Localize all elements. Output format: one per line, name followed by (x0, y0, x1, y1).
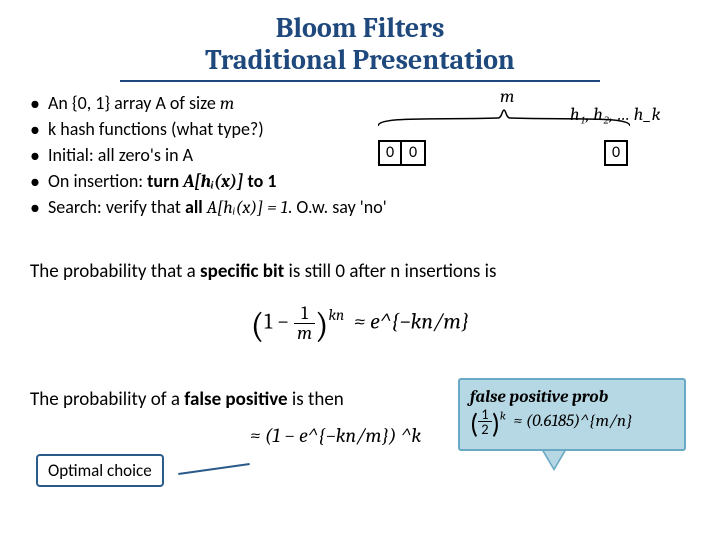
callout-rhs: ≈ (0.6185)^{m/n} (513, 412, 632, 431)
bullet-1-var: m (220, 93, 234, 114)
title-line-2: Traditional Presentation (205, 44, 515, 76)
f1-exp: kn (328, 306, 344, 324)
callout-den: 2 (478, 422, 491, 436)
bullet-4-post: to 1 (243, 170, 276, 192)
bullet-2-text: k hash functions (what type?) (48, 118, 264, 140)
slide-title: Bloom Filters Traditional Presentation (120, 0, 600, 82)
f1-left: 1 − (264, 308, 289, 334)
prob-line1-bold: specific bit (200, 260, 284, 283)
optimal-choice-box: Optimal choice (36, 454, 164, 487)
f1-num: 1 (294, 304, 315, 324)
bullet-4: On insertion: turn A[hᵢ(x)] to 1 (30, 170, 690, 192)
f1-rhs: ≈ e^{−kn/m} (354, 308, 469, 334)
bullet-3-text: Initial: all zero's in A (48, 144, 193, 166)
bit-array: 0 0 (378, 140, 426, 166)
curly-brace (378, 108, 630, 126)
callout-exp: k (500, 408, 506, 422)
optimal-label: Optimal choice (48, 460, 152, 481)
optimal-connector (178, 463, 250, 475)
m-label: m (500, 86, 514, 107)
f1-den: m (294, 324, 315, 343)
bullet-5-bold: all (185, 196, 207, 218)
bit-cell-0: 0 (380, 142, 402, 164)
bullet-4-math: A[hᵢ(x)] (183, 171, 243, 192)
callout-title: false positive prob (470, 388, 608, 407)
bullet-4-pre: On insertion: (48, 170, 147, 192)
bit-cell-last: 0 (604, 140, 628, 166)
bullet-5-pre: Search: verify that (48, 196, 185, 218)
bullet-1-text: An {0, 1} array A of size (48, 92, 220, 114)
bit-cell-1: 0 (402, 142, 424, 164)
formula-1: (1 − 1m)kn ≈ e^{−kn/m} (30, 304, 690, 346)
title-line-1: Bloom Filters (276, 12, 445, 44)
callout-box: false positive prob (12)k ≈ (0.6185)^{m/… (458, 378, 686, 451)
prob-line2-bold: false positive (184, 388, 287, 411)
bullet-3: Initial: all zero's in A (30, 144, 690, 166)
bullet-4-bold: turn (147, 170, 183, 192)
prob-line2-pre: The probability of a (30, 388, 184, 411)
prob-line-1: The probability that a specific bit is s… (30, 258, 690, 286)
bullet-5: Search: verify that all A[hᵢ(x)] = 1. O.… (30, 196, 690, 218)
bullet-5-post: . O.w. say 'no' (288, 196, 387, 218)
prob-line1-post: is still 0 after n insertions is (284, 260, 496, 283)
bullet-5-math: A[hᵢ(x)] = 1 (207, 197, 288, 218)
prob-line1-pre: The probability that a (30, 260, 200, 283)
prob-line2-post: is then (288, 388, 344, 411)
